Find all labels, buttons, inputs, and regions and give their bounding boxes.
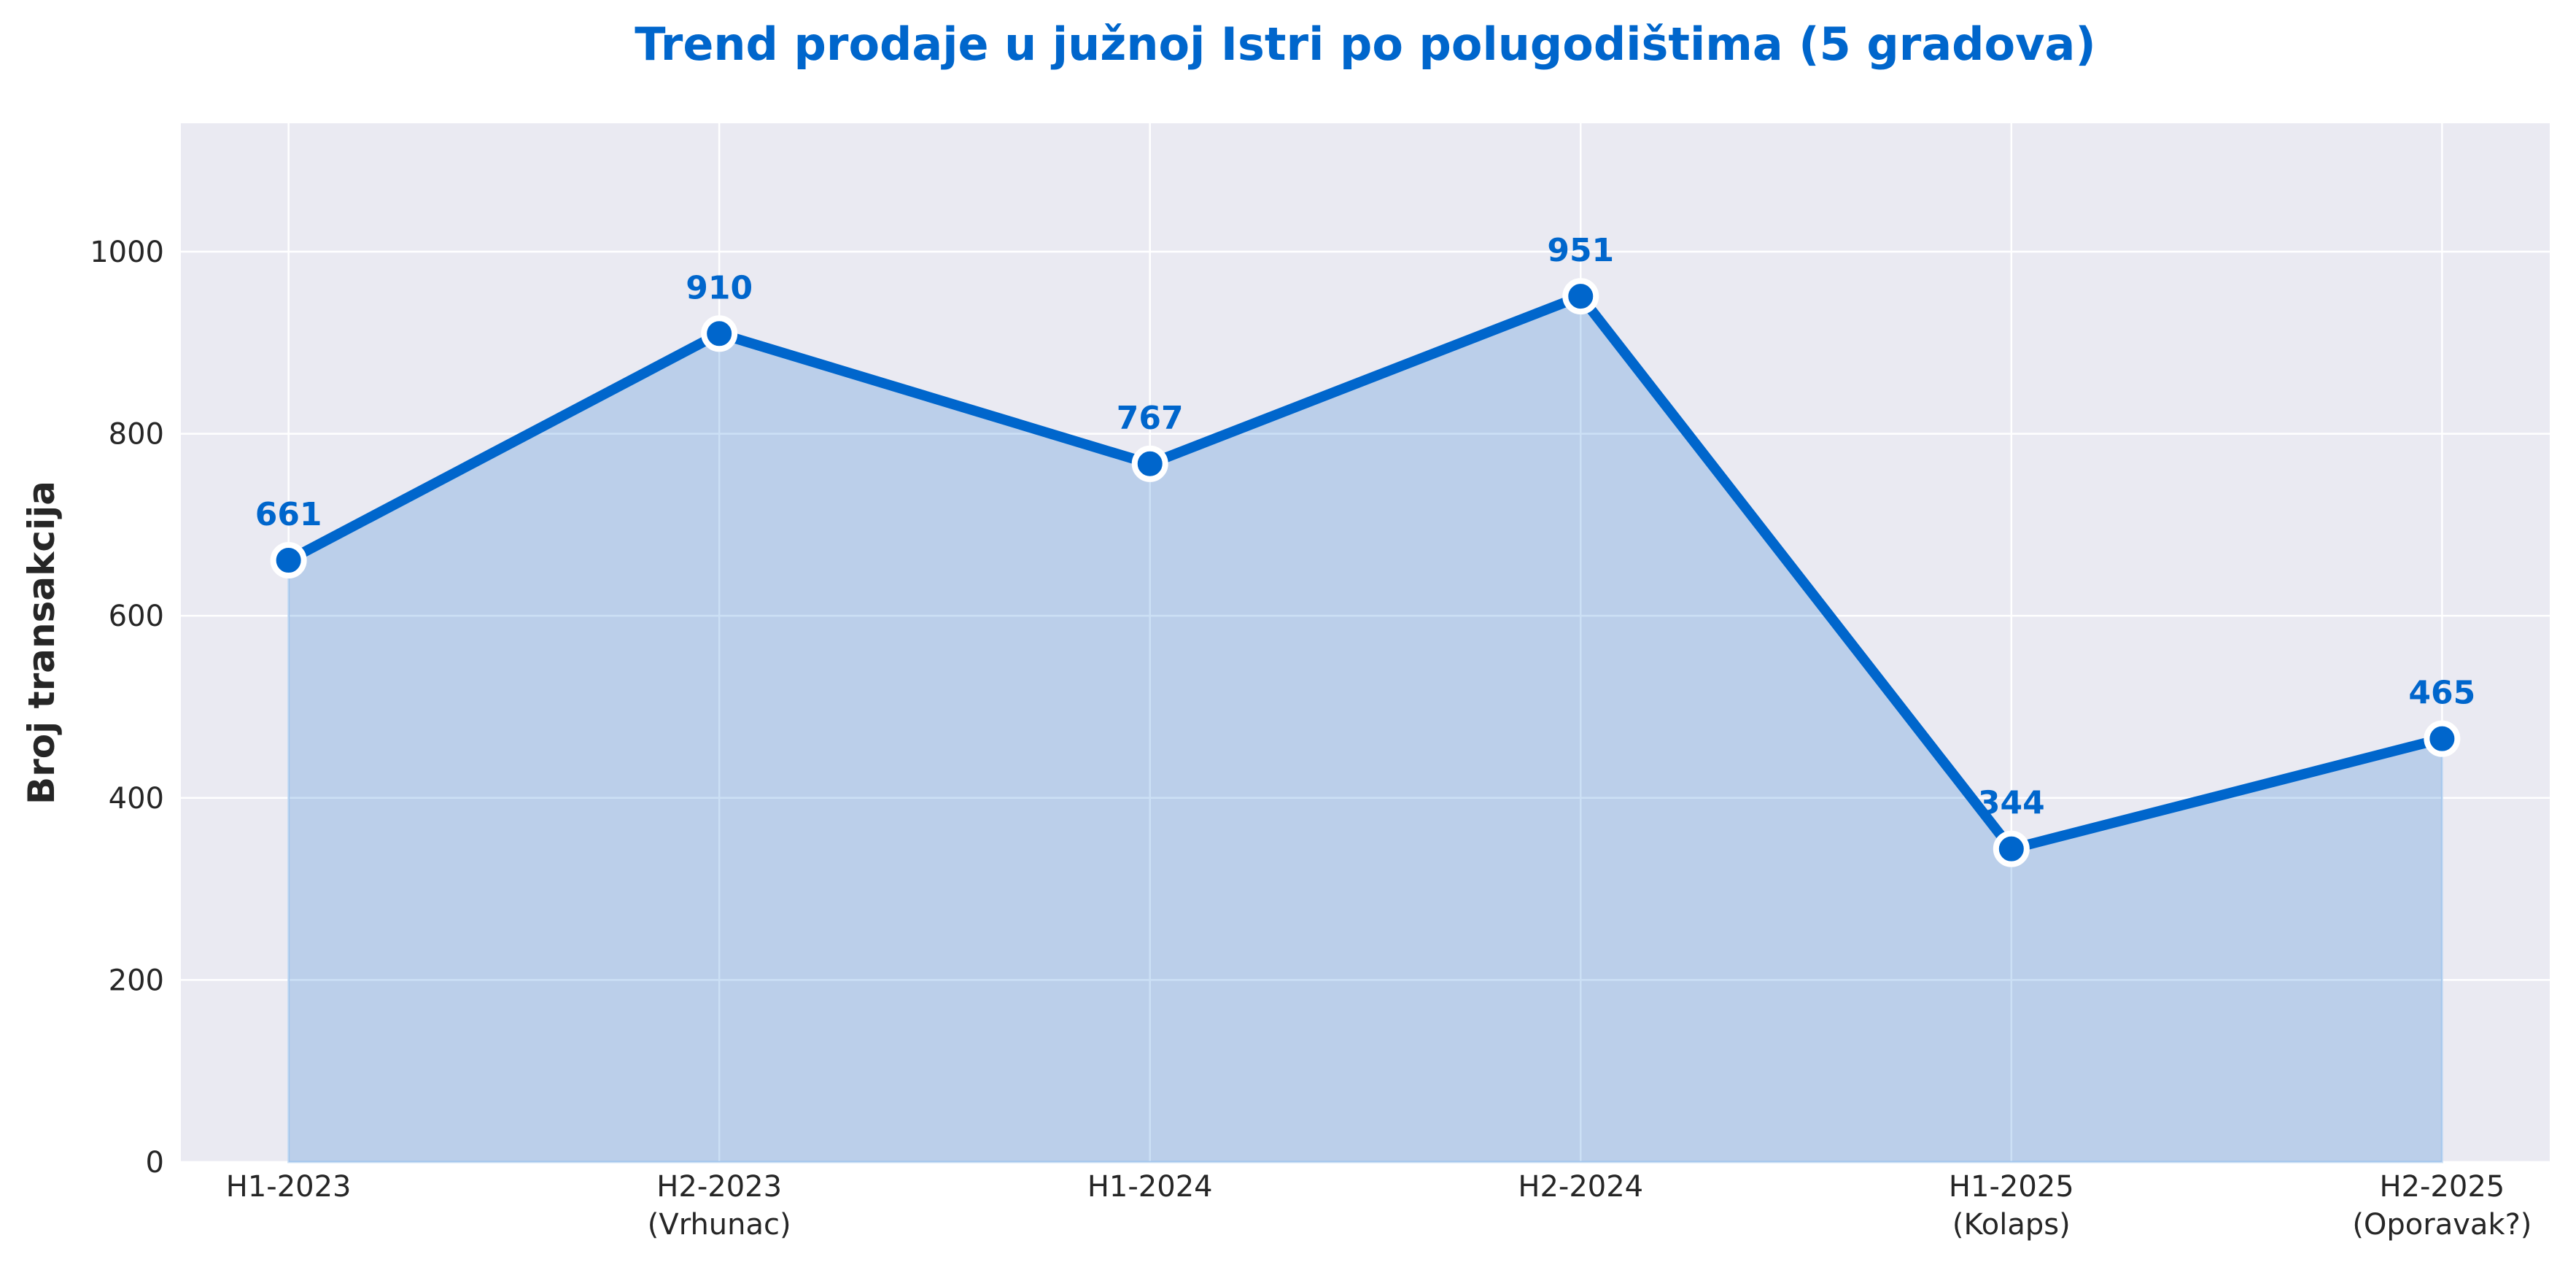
data-point-marker [1562,278,1599,315]
x-tick-label: H2-2023 [656,1170,782,1204]
data-point-marker [1993,830,2030,867]
data-labels: 661 910 767 951 344 465 [255,232,2476,822]
data-label: 465 [2408,675,2475,712]
y-axis-label: Broj transakcija [20,481,63,805]
y-tick-label: 200 [109,964,164,997]
series-line-group [270,278,2461,867]
data-label: 910 [686,269,753,306]
x-tick-label: (Oporavak?) [2352,1208,2532,1242]
y-tick-label: 0 [146,1146,164,1180]
x-tick-label: H1-2025 [1949,1170,2074,1204]
data-point-marker [1131,445,1168,482]
chart-title: Trend prodaje u južnoj Istri po polugodi… [635,18,2095,71]
x-tick-label: (Vrhunac) [648,1208,791,1242]
grid-lines [181,123,2550,1163]
x-tick-label: H1-2023 [226,1170,352,1204]
data-label: 344 [1978,785,2045,822]
data-label: 661 [255,496,322,533]
x-tick-label: (Kolaps) [1952,1208,2071,1242]
x-tick-label: H2-2025 [2379,1170,2505,1204]
data-label: 767 [1117,400,1184,437]
y-tick-label: 800 [109,418,164,452]
x-tick-labels: H1-2023 H2-2023 (Vrhunac) H1-2024 H2-2024 H1-… [226,1170,2532,1242]
y-tick-label: 400 [109,782,164,816]
series-line [286,291,2444,854]
y-tick-label: 600 [109,600,164,633]
data-point-marker [701,315,738,352]
data-point-marker [2424,720,2461,757]
y-tick-label: 1000 [90,236,164,269]
y-tick-labels: 0 200 400 600 800 1000 [90,236,164,1180]
data-point-marker [270,542,307,579]
x-tick-label: H2-2024 [1518,1170,1643,1204]
plot-area [181,123,2550,1162]
x-tick-label: H1-2024 [1087,1170,1213,1204]
data-label: 951 [1547,232,1614,269]
